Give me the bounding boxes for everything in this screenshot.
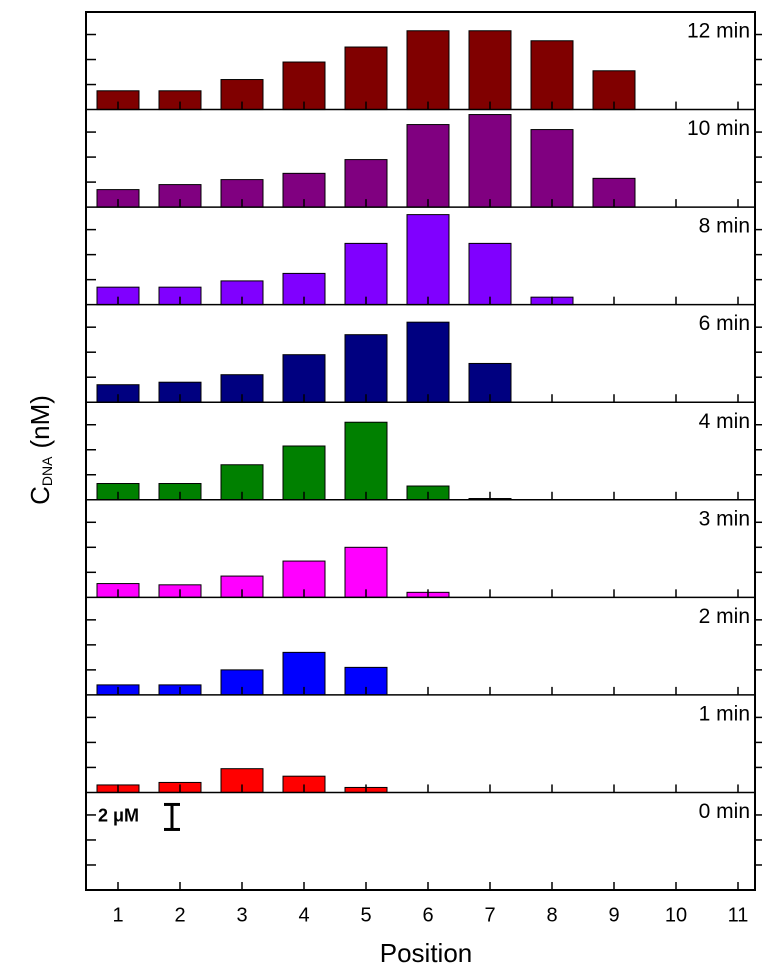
bar [344,46,388,111]
bar [344,546,388,598]
bar [282,445,326,501]
panel-title: 12 min [687,20,750,43]
panel-title: 10 min [687,117,750,140]
panel-title: 6 min [699,312,750,335]
y-label-main: C [25,486,55,505]
x-tick-label: 10 [665,904,687,926]
scale-bar-label: 2 μM [98,806,139,826]
bar [530,129,574,208]
panel-title: 4 min [699,410,750,433]
x-tick-label: 5 [360,904,371,926]
x-tick-label: 2 [174,904,185,926]
bar [468,30,512,111]
bar [468,242,512,306]
bar [406,124,450,208]
panel-title: 0 min [699,800,750,823]
bar [406,30,450,111]
panel-title: 3 min [699,507,750,530]
panel-title: 2 min [699,605,750,628]
plot-frame [85,11,756,891]
bar [468,114,512,208]
bar [344,334,388,403]
x-tick-label: 8 [546,904,557,926]
bar [406,214,450,306]
y-axis-label: CDNA (nM) [25,395,55,505]
x-tick-label: 9 [608,904,619,926]
y-label-sub: DNA [39,456,55,486]
x-tick-label: 6 [422,904,433,926]
bar [344,242,388,306]
x-tick-label: 11 [728,904,749,926]
bar [406,321,450,403]
x-axis-label: Position [380,938,473,968]
y-label-unit: (nM) [25,395,55,448]
panel-title: 1 min [699,702,750,725]
bar [530,40,574,111]
panel-title: 8 min [699,215,750,238]
x-tick-label: 3 [236,904,247,926]
x-tick-label: 1 [112,904,123,926]
x-tick-label: 4 [298,904,309,926]
bar [344,421,388,501]
x-tick-label: 7 [484,904,495,926]
